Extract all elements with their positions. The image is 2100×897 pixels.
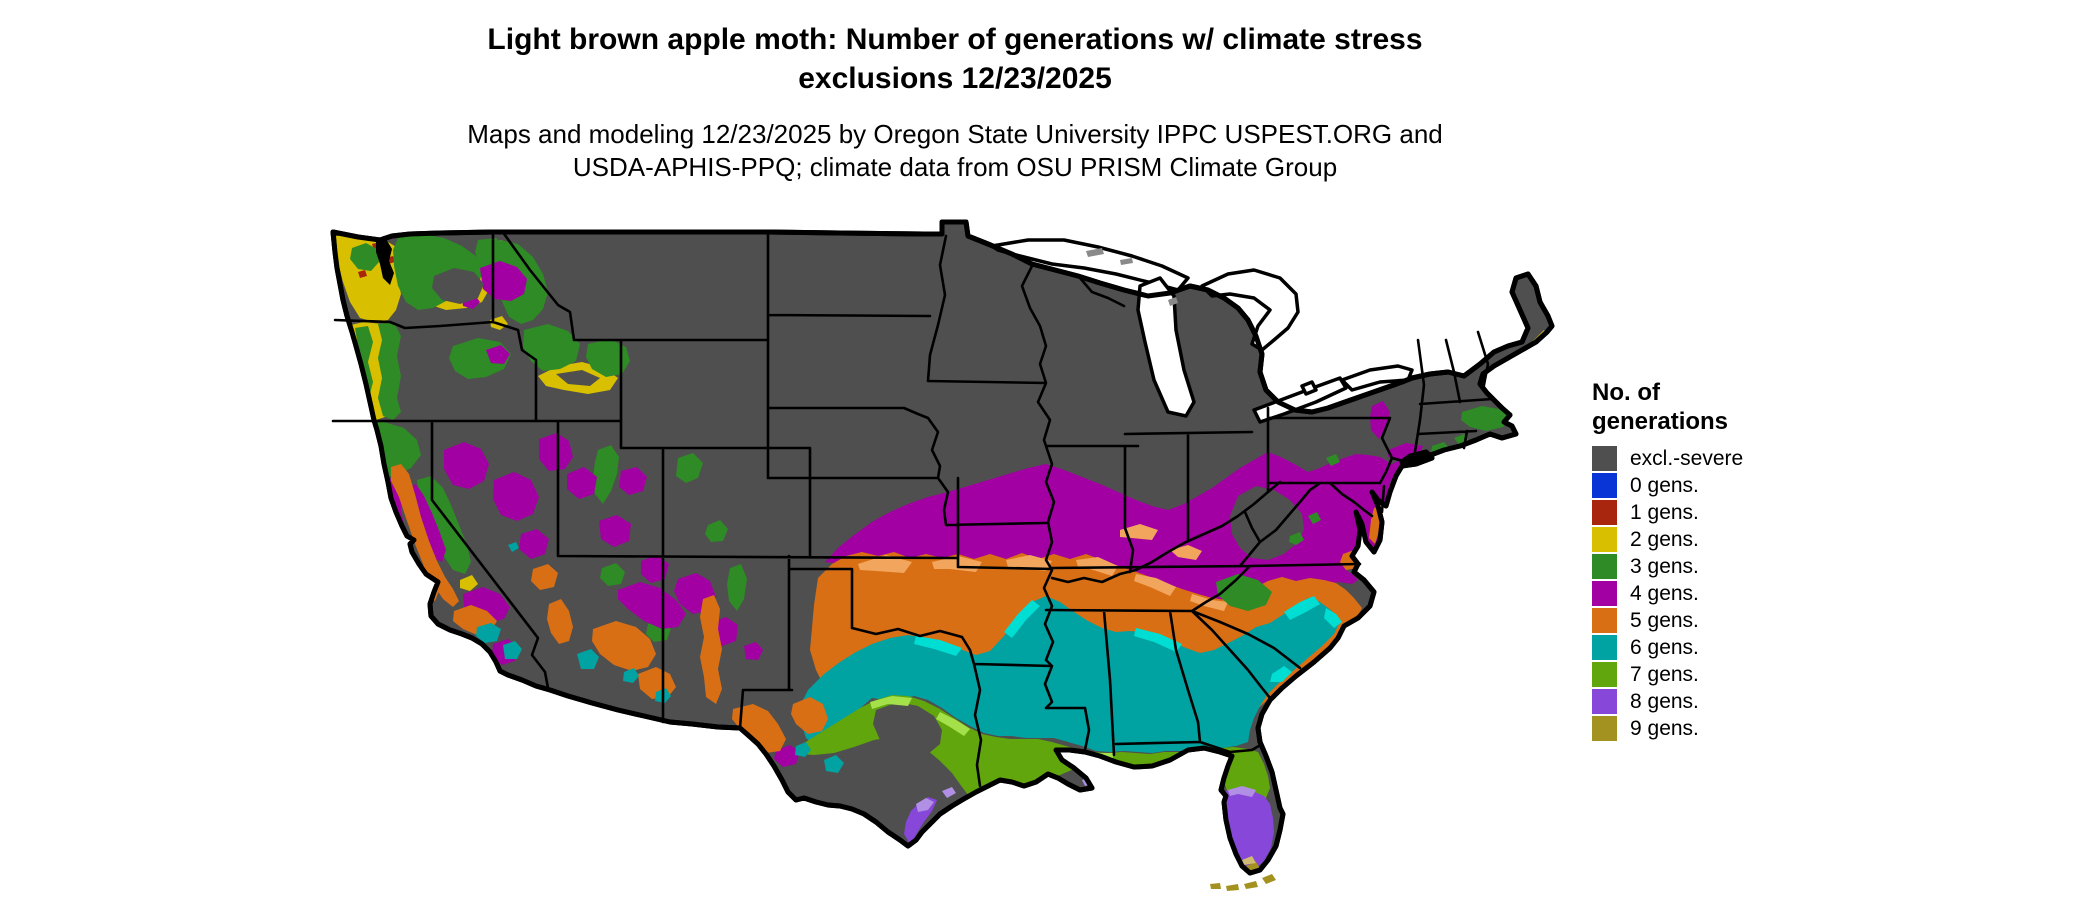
legend-item-g8: 8 gens. xyxy=(1592,689,1892,714)
us-map-svg xyxy=(240,150,1600,891)
legend-swatch-g7 xyxy=(1592,662,1617,687)
region-excl-snake-plain xyxy=(556,370,600,386)
legend-item-g3: 3 gens. xyxy=(1592,554,1892,579)
legend-items: excl.-severe 0 gens. 1 gens. 2 gens. 3 gens.… xyxy=(1592,446,1892,741)
region-excl-west-virginia xyxy=(1230,486,1304,560)
legend-title: No. of generations xyxy=(1592,379,1729,435)
legend-label-g0: 0 gens. xyxy=(1630,473,1699,497)
region-excl-texas-hill-country xyxy=(873,702,942,758)
legend-label-g8: 8 gens. xyxy=(1630,689,1699,713)
lake-st-clair xyxy=(1300,380,1318,396)
legend-label-g3: 3 gens. xyxy=(1630,554,1699,578)
legend-label-g6: 6 gens. xyxy=(1630,635,1699,659)
page-title: Light brown apple moth: Number of genera… xyxy=(487,23,1423,95)
legend-item-g7: 7 gens. xyxy=(1592,662,1892,687)
legend-label-g5: 5 gens. xyxy=(1630,608,1699,632)
legend-label-g4: 4 gens. xyxy=(1630,581,1699,605)
region-khaki-florida-tip xyxy=(1242,856,1256,865)
florida-keys xyxy=(1210,874,1276,891)
legend-label-g7: 7 gens. xyxy=(1630,662,1699,686)
legend-item-g2: 2 gens. xyxy=(1592,527,1892,552)
legend-item-g5: 5 gens. xyxy=(1592,608,1892,633)
legend-label-g9: 9 gens. xyxy=(1630,716,1699,740)
puget-sound xyxy=(376,239,394,285)
legend: No. of generations excl.-severe 0 gens. 1 … xyxy=(1592,378,1892,743)
us-generations-map xyxy=(240,150,1600,892)
legend-item-g9: 9 gens. xyxy=(1592,716,1892,741)
legend-swatch-g3 xyxy=(1592,554,1617,579)
lake-huron xyxy=(1200,268,1300,352)
region-6gens-west-patches xyxy=(476,542,844,773)
legend-swatch-g2 xyxy=(1592,527,1617,552)
great-lakes xyxy=(990,238,1414,424)
legend-label-g1: 1 gens. xyxy=(1630,500,1699,524)
region-6gens-east-band xyxy=(800,596,1340,753)
legend-item-g1: 1 gens. xyxy=(1592,500,1892,525)
legend-swatch-g4 xyxy=(1592,581,1617,606)
legend-swatch-g9 xyxy=(1592,716,1617,741)
legend-swatch-g6 xyxy=(1592,635,1617,660)
lake-islands xyxy=(1086,248,1178,306)
region-cyan-fringes xyxy=(914,596,1342,682)
state-boundaries xyxy=(331,229,1494,788)
legend-item-excl: excl.-severe xyxy=(1592,446,1892,471)
region-excl-columbia-basin xyxy=(432,268,484,304)
legend-swatch-g1 xyxy=(1592,500,1617,525)
legend-item-g6: 6 gens. xyxy=(1592,635,1892,660)
legend-item-g4: 4 gens. xyxy=(1592,581,1892,606)
legend-swatch-g0 xyxy=(1592,473,1617,498)
legend-swatch-excl xyxy=(1592,446,1617,471)
legend-swatch-g5 xyxy=(1592,608,1617,633)
legend-swatch-g8 xyxy=(1592,689,1617,714)
lake-ontario xyxy=(1340,364,1414,392)
legend-label-excl: excl.-severe xyxy=(1630,446,1744,470)
legend-label-g2: 2 gens. xyxy=(1630,527,1699,551)
region-3gens-patches xyxy=(350,234,1510,642)
legend-item-g0: 0 gens. xyxy=(1592,473,1892,498)
page-subtitle: Maps and modeling 12/23/2025 by Oregon S… xyxy=(467,119,1443,182)
